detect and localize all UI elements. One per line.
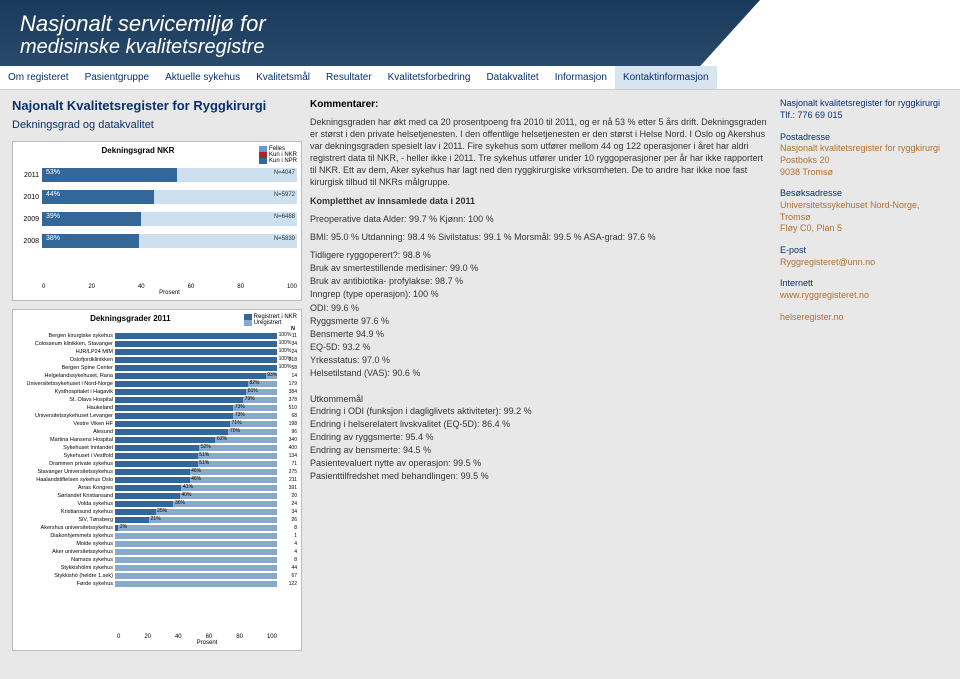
tab-kvalitetsforbedring[interactable]: Kvalitetsforbedring	[380, 66, 479, 89]
stat-line: Ryggsmerte 97.6 %	[310, 315, 772, 327]
nkr-bar-row: 200838%N=5839	[17, 230, 297, 252]
stat-line: Bruk av smertestillende medisiner: 99.0 …	[310, 262, 772, 274]
coverage-row: Akershus universitetssykehus2%8	[17, 524, 297, 532]
outcome-line: Endring i ODI (funksjon i dagliglivets a…	[310, 405, 772, 417]
nkr-bar-row: 201044%N=5972	[17, 186, 297, 208]
banner-slash	[700, 0, 960, 66]
commentary-body: Dekningsgraden har økt med ca 20 prosent…	[310, 116, 772, 189]
stat-line: EQ-5D: 93.2 %	[310, 341, 772, 353]
tab-resultater[interactable]: Resultater	[318, 66, 380, 89]
complete-heading: Kompletthet av innsamlede data i 2011	[310, 196, 475, 206]
coverage-row: Helgelandssykehuset, Rana93%14	[17, 372, 297, 380]
stat-line: Bruk av antibiotika- profylakse: 98.7 %	[310, 275, 772, 287]
coverage-row: Kristiansund sykehus25%34	[17, 508, 297, 516]
post-line: Postboks 20	[780, 155, 948, 167]
org-name: Nasjonalt kvalitetsregister for ryggkiru…	[780, 98, 948, 110]
visit-heading: Besøksadresse	[780, 188, 948, 200]
bmi-line: BMI: 95.0 % Utdanning: 98.4 % Sivilstatu…	[310, 231, 772, 243]
coverage-row: Diakonhjemmets sykehus1	[17, 532, 297, 540]
tab-kvalitetsmål[interactable]: Kvalitetsmål	[248, 66, 318, 89]
coverage-row: Førde sykehus122	[17, 580, 297, 588]
coverage-chart: Registrert i NKRUregistrert Dekningsgrad…	[12, 309, 302, 651]
coverage-row: HJR/LP24 MIM100%24	[17, 348, 297, 356]
coverage-row: Martina Hansens Hospital62%340	[17, 436, 297, 444]
coverage-row: Universitetssykehuset i Nord-Norge82%179	[17, 380, 297, 388]
coverage-row: Oslofjordklinikken100%218	[17, 356, 297, 364]
coverage-row: SiV, Tønsberg21%26	[17, 516, 297, 524]
stat-line: ODI: 99.6 %	[310, 302, 772, 314]
nkr-chart: FellesKun i NKRKun i NPR Dekningsgrad NK…	[12, 141, 302, 301]
outcome-line: Endring i helserelatert livskvalitet (EQ…	[310, 418, 772, 430]
visit-line: Fløy C0, Plan 5	[780, 223, 948, 235]
post-line: Nasjonalt kvalitetsregister for ryggkiru…	[780, 143, 948, 155]
stat-line: Yrkesstatus: 97.0 %	[310, 354, 772, 366]
tabs: Om registeretPasientgruppeAktuelle sykeh…	[0, 66, 960, 90]
coverage-row: Kysthospitalet i Hagavik81%384	[17, 388, 297, 396]
commentary-heading: Kommentarer:	[310, 98, 772, 112]
nkr-bar-row: 200939%N=6488	[17, 208, 297, 230]
nkr-chart-title: Dekningsgrad NKR	[17, 146, 297, 155]
tab-datakvalitet[interactable]: Datakvalitet	[478, 66, 546, 89]
coverage-row: Ålesund70%96	[17, 428, 297, 436]
coverage-row: Universitetssykehuset Levanger73%68	[17, 412, 297, 420]
coverage-row: Sykehuset i Vestfold51%134	[17, 452, 297, 460]
coverage-row: Arras Kongres41%391	[17, 484, 297, 492]
visit-line: Universitetssykehuset Nord-Norge, Tromsø	[780, 200, 948, 223]
stat-line: Bensmerte 94.9 %	[310, 328, 772, 340]
nkr-legend: FellesKun i NKRKun i NPR	[259, 146, 297, 164]
coverage-row: Bergen kirurgiske sykehus100%11	[17, 332, 297, 340]
web-value: www.ryggregisteret.no	[780, 290, 948, 302]
contact-sidebar: Nasjonalt kvalitetsregister for ryggkiru…	[780, 98, 948, 659]
coverage-row: Stavanger Universitetssykehus46%275	[17, 468, 297, 476]
page-title: Najonalt Kvalitetsregister for Ryggkirur…	[12, 98, 302, 113]
coverage-row: Drammen private sykehus51%71	[17, 460, 297, 468]
tab-om-registeret[interactable]: Om registeret	[0, 66, 77, 89]
coverage-legend: Registrert i NKRUregistrert	[244, 314, 297, 326]
coverage-row: St. Olavs Hospital79%378	[17, 396, 297, 404]
outcome-line: Pasienttilfredshet med behandlingen: 99.…	[310, 470, 772, 482]
coverage-row: Aker universitetssykehus4	[17, 548, 297, 556]
web-heading: Internett	[780, 278, 948, 290]
coverage-row: Molde sykehus4	[17, 540, 297, 548]
banner: Nasjonalt servicemiljø for medisinske kv…	[0, 0, 960, 66]
coverage-row: Sørlandet Kristiansand40%20	[17, 492, 297, 500]
coverage-row: Bergen Spine Center100%58	[17, 364, 297, 372]
tab-aktuelle-sykehus[interactable]: Aktuelle sykehus	[157, 66, 248, 89]
page-subtitle: Dekningsgrad og datakvalitet	[12, 119, 302, 131]
coverage-row: Vestre Viken HF71%198	[17, 420, 297, 428]
stat-line: Inngrep (type operasjon): 100 %	[310, 288, 772, 300]
stat-line: Helsetilstand (VAS): 90.6 %	[310, 367, 772, 379]
coverage-row: Haukeland73%510	[17, 404, 297, 412]
coverage-xlabel: Prosent	[117, 640, 297, 646]
coverage-row: Stykkishólmi sykehus44	[17, 564, 297, 572]
nkr-xlabel: Prosent	[42, 290, 297, 296]
email-heading: E-post	[780, 245, 948, 257]
outcome-line: Endring av bensmerte: 94.5 %	[310, 444, 772, 456]
outcome-heading: Utkommemål	[310, 393, 772, 405]
stat-line: Tidligere ryggoperert?: 98.8 %	[310, 249, 772, 261]
outcome-line: Pasientevaluert nytte av operasjon: 99.5…	[310, 457, 772, 469]
coverage-row: Haalandstiftelsen sykehus Oslo46%211	[17, 476, 297, 484]
tab-informasjon[interactable]: Informasjon	[547, 66, 615, 89]
commentary: Kommentarer: Dekningsgraden har økt med …	[310, 98, 772, 659]
coverage-row: Sykehuset Innlandet52%400	[17, 444, 297, 452]
post-heading: Postadresse	[780, 132, 948, 144]
tab-pasientgruppe[interactable]: Pasientgruppe	[77, 66, 158, 89]
coverage-row: Stykkishó (heldre 1.sek)67	[17, 572, 297, 580]
coverage-row: Namsos sykehus8	[17, 556, 297, 564]
org-phone: Tlf.: 776 69 015	[780, 110, 948, 122]
preop-line: Preoperative data Alder: 99.7 % Kjønn: 1…	[310, 213, 772, 225]
outcome-line: Endring av ryggsmerte: 95.4 %	[310, 431, 772, 443]
tab-kontaktinformasjon[interactable]: Kontaktinformasjon	[615, 66, 717, 89]
coverage-row: Colosseum klinikken, Stavanger100%34	[17, 340, 297, 348]
helse-link[interactable]: helseregister.no	[780, 312, 948, 324]
post-line: 9038 Tromsø	[780, 167, 948, 179]
nkr-bar-row: 201153%N=4047	[17, 164, 297, 186]
coverage-row: Volda sykehus36%24	[17, 500, 297, 508]
email-value: Ryggregisteret@unn.no	[780, 257, 948, 269]
